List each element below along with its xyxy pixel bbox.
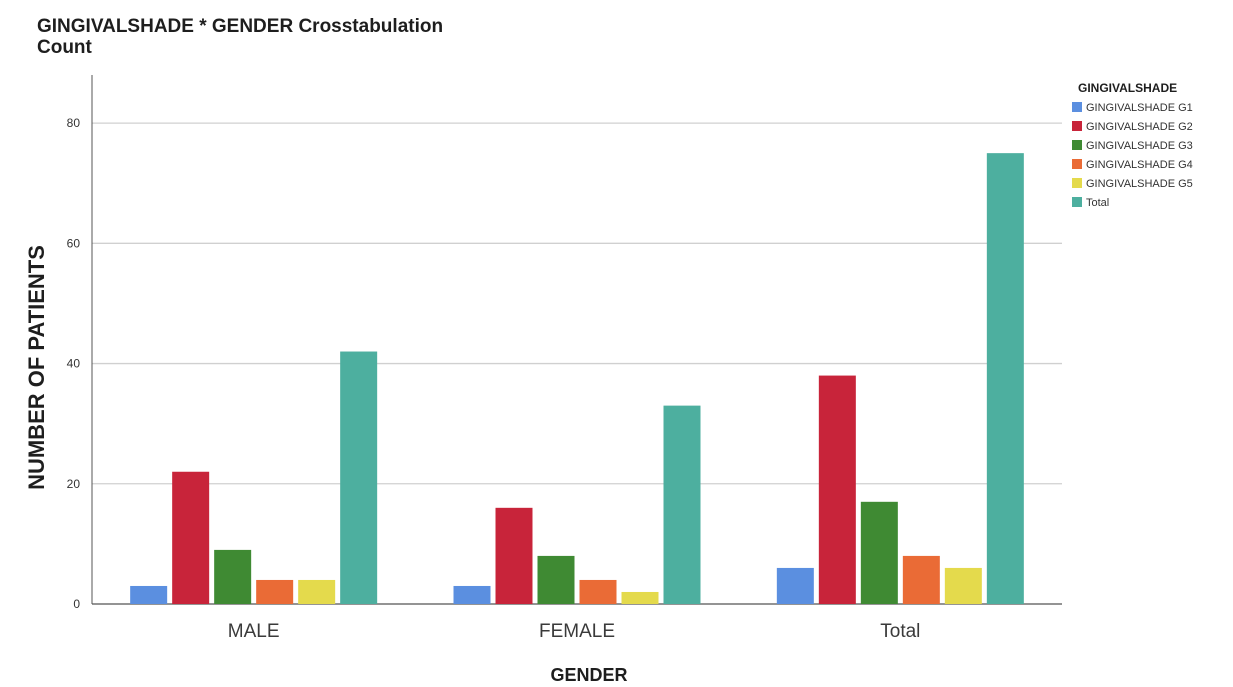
y-tick-label-40: 40 xyxy=(67,357,81,371)
y-tick-label-80: 80 xyxy=(67,116,81,130)
bar-male-gingivalshade-g3 xyxy=(214,549,252,604)
bar-female-total xyxy=(663,405,701,604)
y-tick-label-0: 0 xyxy=(73,597,80,611)
legend-label-4: GINGIVALSHADE G4 xyxy=(1086,159,1193,171)
bar-female-gingivalshade-g5 xyxy=(621,591,659,604)
bar-total-gingivalshade-g5 xyxy=(944,567,982,604)
legend-swatch-6 xyxy=(1072,197,1082,207)
x-axis-title: GENDER xyxy=(550,665,627,682)
bar-female-gingivalshade-g2 xyxy=(495,507,533,604)
legend-label-6: Total xyxy=(1086,197,1109,209)
x-tick-label-male: MALE xyxy=(228,621,280,642)
y-tick-label-20: 20 xyxy=(67,477,81,491)
bar-female-gingivalshade-g3 xyxy=(537,555,575,604)
bar-total-total xyxy=(986,153,1024,605)
legend-title: GINGIVALSHADE xyxy=(1078,81,1177,95)
legend-label-5: GINGIVALSHADE G5 xyxy=(1086,178,1193,190)
bar-male-gingivalshade-g1 xyxy=(130,585,168,604)
bar-male-gingivalshade-g4 xyxy=(256,579,294,604)
legend-swatch-2 xyxy=(1072,121,1082,131)
bar-total-gingivalshade-g2 xyxy=(818,375,856,604)
bar-total-gingivalshade-g3 xyxy=(860,501,898,604)
bar-total-gingivalshade-g1 xyxy=(776,567,814,604)
legend-label-1: GINGIVALSHADE G1 xyxy=(1086,102,1193,114)
legend-label-3: GINGIVALSHADE G3 xyxy=(1086,140,1193,152)
y-axis-title: NUMBER OF PATIENTS xyxy=(24,245,49,490)
legend-label-2: GINGIVALSHADE G2 xyxy=(1086,121,1193,133)
legend-swatch-5 xyxy=(1072,178,1082,188)
legend-swatch-1 xyxy=(1072,102,1082,112)
bar-male-total xyxy=(340,351,378,604)
y-tick-label-60: 60 xyxy=(67,236,81,250)
x-tick-label-total: Total xyxy=(880,621,920,642)
legend-swatch-4 xyxy=(1072,159,1082,169)
x-tick-label-female: FEMALE xyxy=(539,621,615,642)
bar-female-gingivalshade-g4 xyxy=(579,579,617,604)
bar-total-gingivalshade-g4 xyxy=(902,555,940,604)
legend-swatch-3 xyxy=(1072,140,1082,150)
chart-title: GINGIVALSHADE * GENDER Crosstabulation xyxy=(37,16,444,37)
bar-male-gingivalshade-g2 xyxy=(172,471,210,604)
chart-subtitle: Count xyxy=(37,37,92,58)
bar-female-gingivalshade-g1 xyxy=(453,585,491,604)
bar-male-gingivalshade-g5 xyxy=(298,579,336,604)
